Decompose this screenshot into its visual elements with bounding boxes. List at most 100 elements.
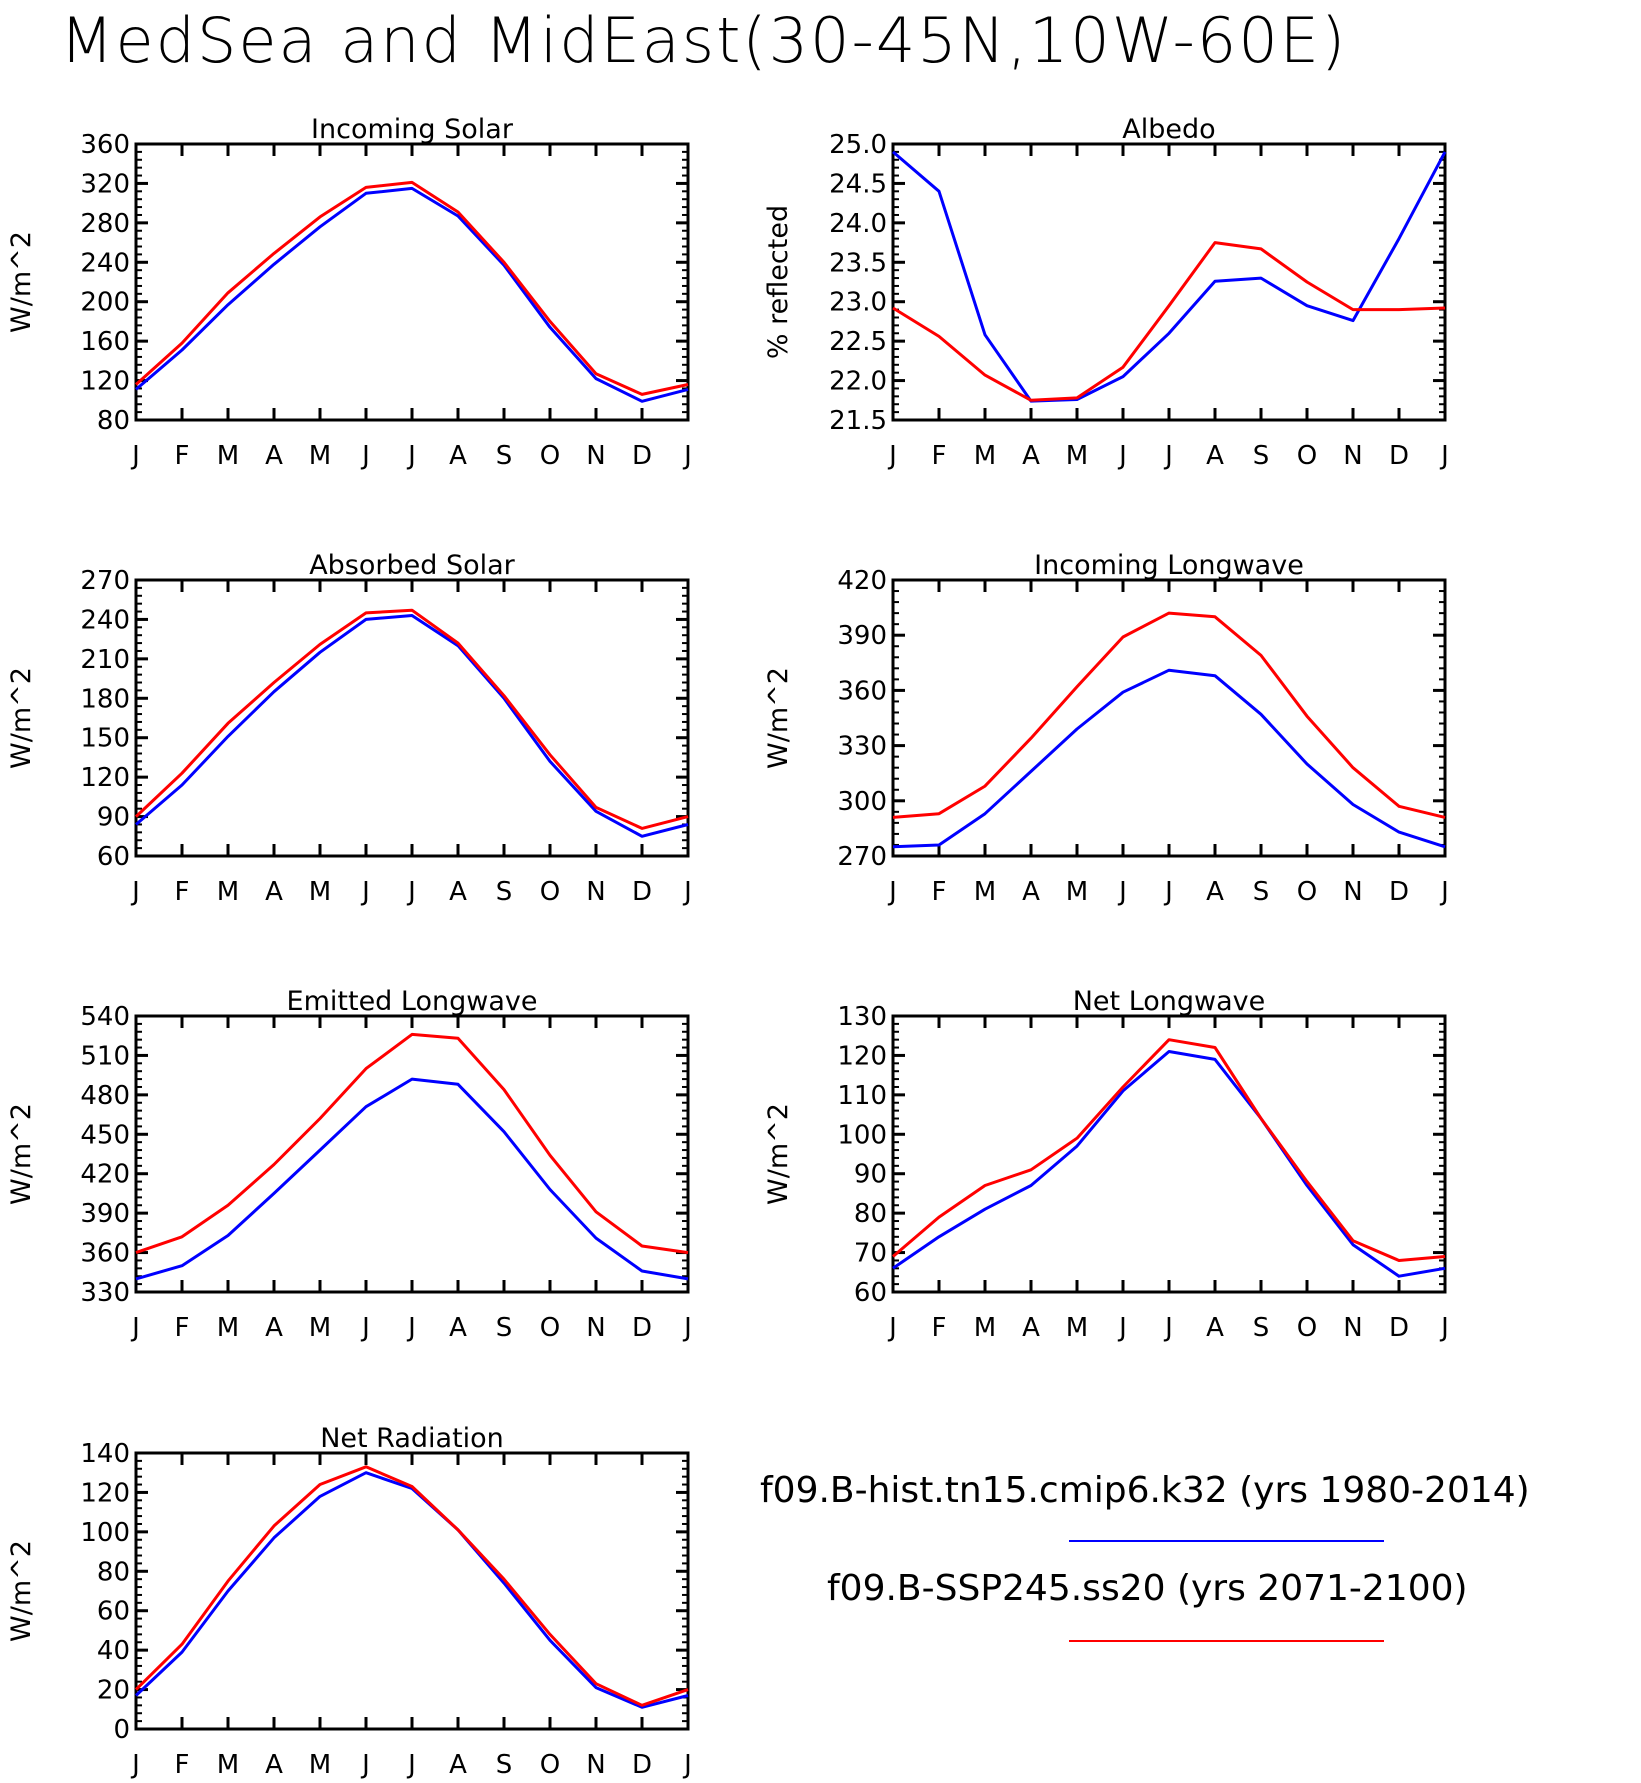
y-tick-label: 40	[97, 1636, 130, 1666]
x-tick-label: A	[265, 441, 283, 471]
x-tick-label: M	[217, 1313, 239, 1343]
series-line-ssp	[134, 608, 689, 830]
chart-title: Net Longwave	[1073, 986, 1266, 1017]
x-tick-label: J	[1439, 441, 1449, 471]
x-tick-label: N	[1343, 441, 1362, 471]
y-tick-label: 360	[837, 676, 887, 706]
y-tick-label: 280	[80, 209, 130, 239]
x-tick-label: J	[1117, 1313, 1127, 1343]
x-tick-label: M	[974, 877, 996, 907]
x-tick-label: J	[1163, 1313, 1173, 1343]
y-tick-label: 390	[80, 1199, 130, 1229]
y-tick-label: 23.5	[829, 248, 887, 278]
x-tick-label: S	[496, 441, 513, 471]
y-tick-label: 390	[837, 621, 887, 651]
x-tick-label: M	[974, 441, 996, 471]
plot-frame	[891, 578, 1447, 858]
y-tick-label: 100	[837, 1120, 887, 1150]
y-tick-label: 420	[837, 566, 887, 596]
y-tick-label: 80	[97, 406, 130, 436]
y-tick-label: 22.0	[829, 367, 887, 397]
chart-title: Emitted Longwave	[287, 986, 538, 1017]
x-tick-label: D	[1389, 441, 1409, 471]
y-tick-label: 180	[80, 684, 130, 714]
series-line-hist	[135, 1077, 689, 1281]
y-tick-label: 25.0	[829, 130, 887, 160]
x-tick-label: N	[1343, 877, 1362, 907]
x-tick-label: J	[406, 441, 416, 471]
x-tick-label: S	[496, 1750, 513, 1780]
y-tick-label: 90	[97, 803, 130, 833]
x-tick-label: J	[130, 877, 140, 907]
y-axis-label: W/m^2	[6, 231, 37, 333]
x-tick-label: J	[406, 877, 416, 907]
x-tick-label: D	[632, 441, 652, 471]
y-tick-label: 160	[80, 327, 130, 357]
y-tick-label: 120	[80, 763, 130, 793]
legend-line-ssp	[1069, 1640, 1384, 1642]
x-tick-label: J	[887, 441, 897, 471]
x-tick-label: F	[175, 441, 190, 471]
x-tick-label: O	[540, 877, 560, 907]
x-tick-label: D	[632, 1313, 652, 1343]
x-tick-label: S	[1253, 877, 1270, 907]
x-tick-label: J	[1117, 877, 1127, 907]
y-tick-label: 240	[80, 248, 130, 278]
y-tick-label: 80	[854, 1199, 887, 1229]
plot-frame	[891, 142, 1447, 422]
y-tick-label: 60	[97, 842, 130, 872]
x-tick-label: N	[586, 877, 605, 907]
x-tick-label: J	[682, 1750, 692, 1780]
y-tick-label: 90	[854, 1160, 887, 1190]
x-tick-label: J	[887, 877, 897, 907]
x-tick-label: S	[496, 1313, 513, 1343]
y-tick-label: 420	[80, 1160, 130, 1190]
chart-panel-1: J F M A M J J A S O N D J21.522.022.523.023.524.024.…	[763, 114, 1449, 471]
y-tick-label: 330	[80, 1278, 130, 1308]
x-tick-label: J	[130, 441, 140, 471]
y-tick-label: 540	[80, 1002, 130, 1032]
series-line-ssp	[134, 1465, 689, 1707]
x-tick-label: D	[632, 877, 652, 907]
y-tick-label: 480	[80, 1081, 130, 1111]
x-tick-label: O	[540, 1750, 560, 1780]
legend-line-hist	[1069, 1540, 1384, 1542]
y-tick-label: 24.5	[829, 169, 887, 199]
x-tick-label: F	[932, 1313, 947, 1343]
y-tick-label: 330	[837, 732, 887, 762]
y-tick-label: 70	[854, 1239, 887, 1269]
x-tick-label: M	[309, 441, 331, 471]
series-line-ssp	[135, 1032, 689, 1255]
x-tick-label: A	[265, 1750, 283, 1780]
series-line-hist	[892, 668, 1446, 849]
x-tick-label: A	[1206, 441, 1224, 471]
y-tick-label: 120	[80, 1478, 130, 1508]
y-tick-label: 24.0	[829, 209, 887, 239]
x-tick-label: A	[1206, 1313, 1224, 1343]
x-tick-label: A	[449, 441, 467, 471]
x-tick-label: M	[309, 1750, 331, 1780]
x-tick-label: J	[360, 1313, 370, 1343]
x-tick-label: M	[217, 877, 239, 907]
x-tick-label: N	[586, 1750, 605, 1780]
y-tick-label: 240	[80, 605, 130, 635]
y-tick-label: 80	[97, 1557, 130, 1587]
x-tick-label: J	[682, 877, 692, 907]
chart-title: Incoming Solar	[311, 114, 514, 145]
series-line-hist	[892, 150, 1447, 403]
series-line-hist	[135, 614, 689, 838]
series-line-hist	[892, 1050, 1446, 1278]
y-tick-label: 100	[80, 1518, 130, 1548]
page-title: MedSea and MidEast(30-45N,10W-60E)	[60, 4, 1348, 77]
x-tick-label: J	[406, 1313, 416, 1343]
x-tick-label: J	[1163, 877, 1173, 907]
x-tick-label: S	[1253, 441, 1270, 471]
y-axis-label: W/m^2	[6, 1103, 37, 1205]
x-tick-label: N	[1343, 1313, 1362, 1343]
x-tick-label: F	[175, 877, 190, 907]
x-tick-label: A	[265, 1313, 283, 1343]
